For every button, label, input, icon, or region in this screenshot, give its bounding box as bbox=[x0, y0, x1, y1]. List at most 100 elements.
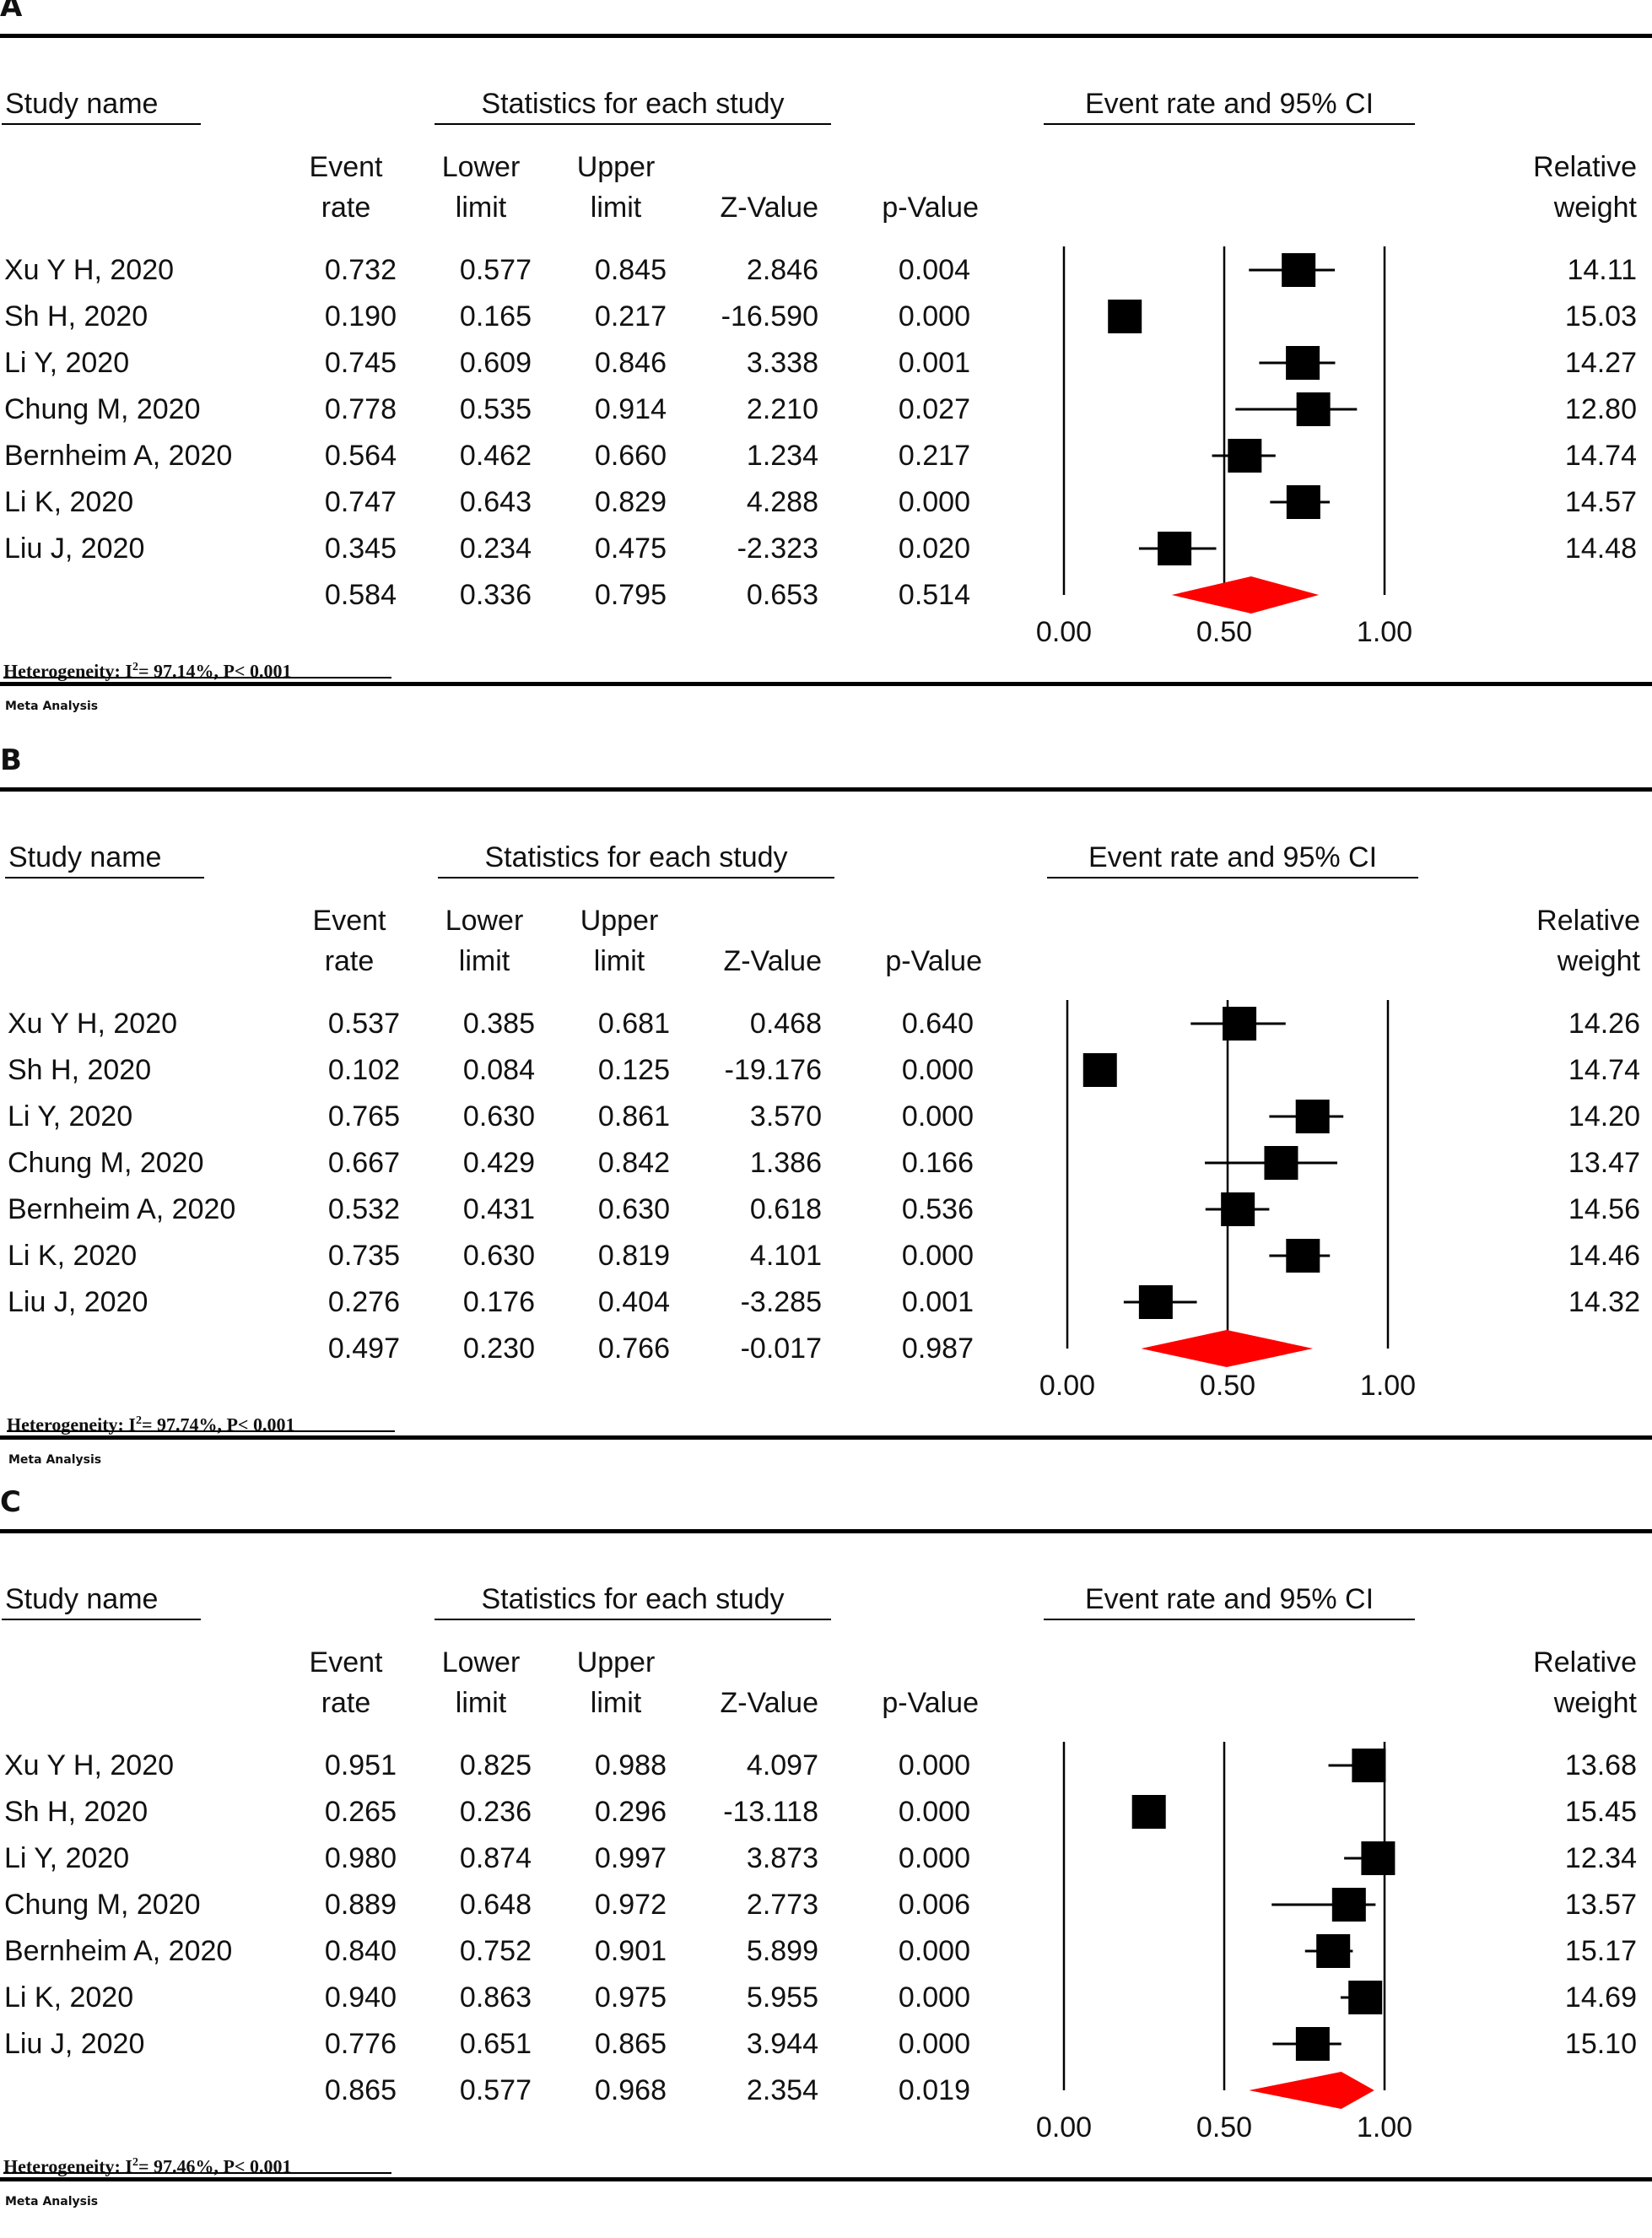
stats-header-underline bbox=[438, 877, 834, 878]
stats-header-underline bbox=[435, 1619, 831, 1620]
col-header-lower: limit bbox=[455, 1687, 507, 1719]
relative-weight-cell: 14.20 bbox=[1568, 1100, 1640, 1133]
lower-limit-cell: 0.236 bbox=[459, 1796, 532, 1828]
study-marker bbox=[1348, 1981, 1383, 2014]
col-header-p: p-Value bbox=[882, 192, 979, 224]
p-value-cell: 0.536 bbox=[901, 1193, 974, 1225]
z-value-cell: 5.899 bbox=[746, 1935, 818, 1967]
lower-limit-cell: 0.176 bbox=[462, 1286, 535, 1318]
study-name-underline bbox=[2, 123, 201, 125]
top-rule bbox=[0, 1529, 1652, 1533]
study-name-underline bbox=[5, 877, 204, 878]
z-value-cell: 3.873 bbox=[746, 1842, 818, 1874]
study-name: Li Y, 2020 bbox=[8, 1100, 133, 1133]
p-value-cell: 0.000 bbox=[898, 486, 970, 518]
upper-limit-cell: 0.861 bbox=[597, 1100, 670, 1133]
event-rate-cell: 0.265 bbox=[324, 1796, 397, 1828]
x-tick-label: 0.50 bbox=[1196, 2111, 1252, 2143]
lower-limit-cell: 0.429 bbox=[462, 1147, 535, 1179]
study-marker bbox=[1158, 532, 1192, 565]
study-name-header: Study name bbox=[5, 1583, 159, 1615]
relative-weight-cell: 14.69 bbox=[1564, 1981, 1637, 2014]
study-name-header: Study name bbox=[5, 88, 159, 120]
z-value-cell: 5.955 bbox=[746, 1981, 818, 2014]
study-name: Chung M, 2020 bbox=[8, 1147, 204, 1179]
p-value-cell: 0.000 bbox=[901, 1240, 974, 1272]
study-marker bbox=[1331, 1888, 1366, 1922]
meta-analysis-label: Meta Analysis bbox=[5, 2195, 99, 2208]
relative-weight-cell: 12.34 bbox=[1564, 1842, 1637, 1874]
event-rate-cell: 0.840 bbox=[324, 1935, 397, 1967]
upper-limit-cell: 0.819 bbox=[597, 1240, 670, 1272]
study-name: Xu Y H, 2020 bbox=[8, 1008, 178, 1040]
col-header-weight: weight bbox=[1553, 1687, 1637, 1719]
col-header-event: rate bbox=[321, 1687, 371, 1719]
upper-limit-cell: 0.829 bbox=[594, 486, 667, 518]
pooled-diamond bbox=[1141, 1330, 1314, 1367]
lower-limit-cell: 0.630 bbox=[462, 1100, 535, 1133]
study-name: Chung M, 2020 bbox=[4, 1889, 201, 1921]
upper-limit-cell: 0.997 bbox=[594, 1842, 667, 1874]
pooled-z-value-cell: 0.653 bbox=[746, 579, 818, 611]
upper-limit-cell: 0.914 bbox=[594, 393, 667, 425]
event-rate-cell: 0.276 bbox=[327, 1286, 400, 1318]
study-name-underline bbox=[2, 1619, 201, 1620]
p-value-cell: 0.000 bbox=[901, 1054, 974, 1086]
study-marker bbox=[1264, 1146, 1298, 1180]
relative-weight-cell: 15.10 bbox=[1564, 2028, 1637, 2060]
pooled-lower-limit-cell: 0.336 bbox=[459, 579, 532, 611]
study-name: Bernheim A, 2020 bbox=[8, 1193, 236, 1225]
upper-limit-cell: 0.630 bbox=[597, 1193, 670, 1225]
plot-header-underline bbox=[1047, 877, 1418, 878]
col-header-upper: Upper bbox=[576, 1646, 656, 1678]
col-header-z: Z-Value bbox=[723, 945, 822, 977]
col-header-p: p-Value bbox=[882, 1687, 979, 1719]
lower-limit-cell: 0.825 bbox=[459, 1749, 532, 1781]
relative-weight-cell: 14.57 bbox=[1564, 486, 1637, 518]
relative-weight-cell: 14.11 bbox=[1567, 254, 1637, 286]
col-header-weight: weight bbox=[1553, 192, 1637, 224]
study-marker bbox=[1223, 1007, 1257, 1041]
relative-weight-cell: 13.47 bbox=[1568, 1147, 1640, 1179]
event-rate-cell: 0.940 bbox=[324, 1981, 397, 2014]
study-name: Li K, 2020 bbox=[4, 486, 134, 518]
heterogeneity-underline bbox=[7, 1430, 395, 1432]
col-header-weight: Relative bbox=[1533, 151, 1637, 183]
pooled-upper-limit-cell: 0.968 bbox=[594, 2074, 667, 2106]
col-header-lower: limit bbox=[458, 945, 510, 977]
pooled-event-rate-cell: 0.584 bbox=[324, 579, 397, 611]
lower-limit-cell: 0.385 bbox=[462, 1008, 535, 1040]
pooled-upper-limit-cell: 0.766 bbox=[597, 1333, 670, 1365]
stats-header: Statistics for each study bbox=[484, 841, 788, 873]
upper-limit-cell: 0.972 bbox=[594, 1889, 667, 1921]
lower-limit-cell: 0.234 bbox=[459, 532, 532, 565]
plot-header-underline bbox=[1044, 123, 1415, 125]
panel-letter: C bbox=[0, 1485, 21, 1519]
pooled-lower-limit-cell: 0.230 bbox=[462, 1333, 535, 1365]
lower-limit-cell: 0.462 bbox=[459, 440, 532, 472]
col-header-lower: Lower bbox=[441, 1646, 521, 1678]
study-name: Bernheim A, 2020 bbox=[4, 440, 233, 472]
lower-limit-cell: 0.577 bbox=[459, 254, 532, 286]
p-value-cell: 0.020 bbox=[898, 532, 970, 565]
lower-limit-cell: 0.431 bbox=[462, 1193, 535, 1225]
event-rate-cell: 0.102 bbox=[327, 1054, 400, 1086]
relative-weight-cell: 14.32 bbox=[1568, 1286, 1640, 1318]
upper-limit-cell: 0.842 bbox=[597, 1147, 670, 1179]
p-value-cell: 0.006 bbox=[898, 1889, 970, 1921]
lower-limit-cell: 0.863 bbox=[459, 1981, 532, 2014]
z-value-cell: 3.570 bbox=[749, 1100, 822, 1133]
relative-weight-cell: 14.48 bbox=[1564, 532, 1637, 565]
forest-plot-area: 0.00 0.50 1.00 bbox=[1039, 1000, 1416, 1402]
z-value-cell: 0.618 bbox=[749, 1193, 822, 1225]
z-value-cell: -13.118 bbox=[723, 1796, 818, 1828]
event-rate-cell: 0.765 bbox=[327, 1100, 400, 1133]
forest-panel-b: B Study name Statistics for each study Even… bbox=[0, 743, 1652, 1496]
p-value-cell: 0.166 bbox=[901, 1147, 974, 1179]
study-marker bbox=[1138, 1285, 1173, 1319]
plot-header: Event rate and 95% CI bbox=[1084, 1583, 1374, 1615]
relative-weight-cell: 14.46 bbox=[1568, 1240, 1640, 1272]
lower-limit-cell: 0.643 bbox=[459, 486, 532, 518]
event-rate-cell: 0.889 bbox=[324, 1889, 397, 1921]
col-header-weight: Relative bbox=[1533, 1646, 1637, 1678]
